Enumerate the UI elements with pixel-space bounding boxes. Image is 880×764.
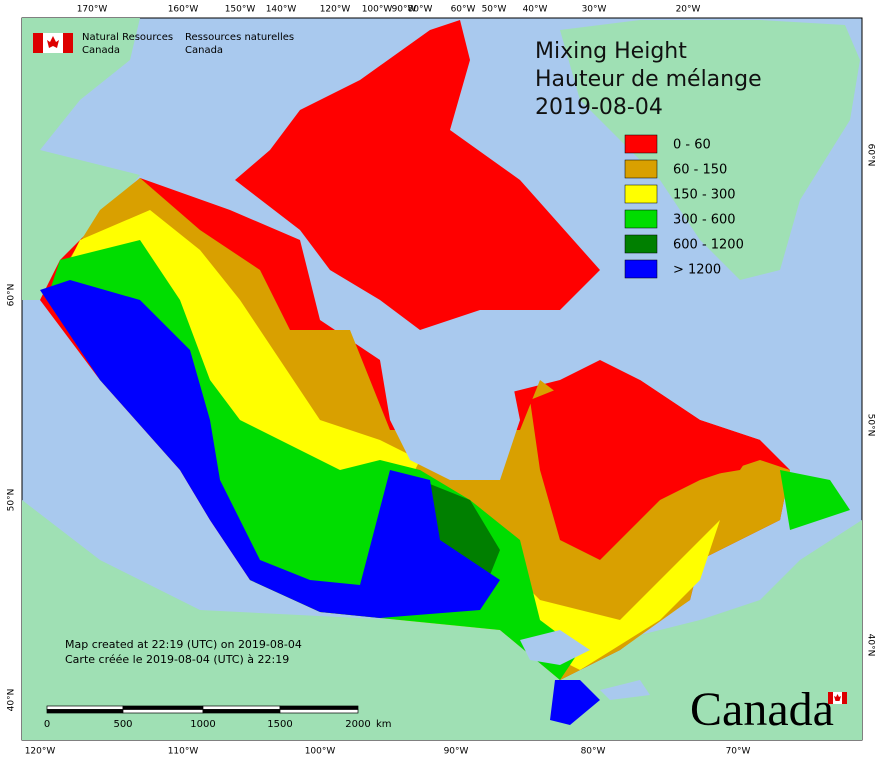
lat-label: 60°N bbox=[866, 144, 876, 167]
hudson-bay bbox=[380, 330, 520, 480]
scale-label: 0 bbox=[44, 719, 50, 730]
legend-swatch bbox=[624, 209, 658, 229]
legend-swatch bbox=[624, 184, 658, 204]
great-lakes bbox=[520, 630, 650, 700]
lon-label: 90°W bbox=[444, 747, 469, 757]
wordmark: Canada bbox=[690, 683, 834, 736]
agency-fr: Ressources naturelles bbox=[185, 32, 294, 43]
lon-label: 50°W bbox=[482, 5, 507, 15]
legend-label: 60 - 150 bbox=[673, 163, 727, 178]
lon-label: 100°W bbox=[362, 5, 393, 15]
lon-label: 150°W bbox=[225, 5, 256, 15]
lon-label: 120°W bbox=[320, 5, 351, 15]
zone bbox=[780, 470, 850, 530]
lon-label: 70°W bbox=[726, 747, 751, 757]
lon-label: 160°W bbox=[168, 5, 199, 15]
lon-label: 60°W bbox=[451, 5, 476, 15]
lon-label: 20°W bbox=[676, 5, 701, 15]
agency-fr: Canada bbox=[185, 45, 223, 56]
lat-label: 60°N bbox=[7, 284, 17, 307]
legend-label: 150 - 300 bbox=[673, 188, 736, 203]
zone bbox=[40, 280, 500, 618]
scale-unit: km bbox=[376, 719, 392, 730]
lon-label: 110°W bbox=[168, 747, 199, 757]
usa bbox=[22, 500, 862, 740]
zone bbox=[550, 680, 600, 725]
scale-seg bbox=[122, 709, 204, 714]
zone bbox=[235, 20, 600, 330]
scale-seg bbox=[46, 705, 124, 710]
legend-swatch bbox=[624, 134, 658, 154]
legend-swatch bbox=[624, 259, 658, 279]
legend-label: 600 - 1200 bbox=[673, 238, 744, 253]
lon-label: 40°W bbox=[523, 5, 548, 15]
agency-en: Natural Resources bbox=[82, 32, 173, 43]
zone bbox=[55, 210, 720, 670]
lon-label: 30°W bbox=[582, 5, 607, 15]
credit: Map created at 22:19 (UTC) on 2019-08-04 bbox=[65, 638, 302, 651]
scale-seg bbox=[202, 705, 281, 710]
land bbox=[22, 18, 862, 740]
lon-label: 80°W bbox=[581, 747, 606, 757]
mixing-zones bbox=[40, 20, 850, 725]
legend-label: 300 - 600 bbox=[673, 213, 736, 228]
scale-seg bbox=[202, 709, 281, 714]
legend-label: 0 - 60 bbox=[673, 138, 711, 153]
lon-label: 170°W bbox=[77, 5, 108, 15]
lat-label: 50°N bbox=[7, 489, 17, 512]
lat-label: 40°N bbox=[7, 689, 17, 712]
scale-seg bbox=[279, 709, 359, 714]
lon-label: 80°W bbox=[408, 5, 433, 15]
greenland bbox=[560, 20, 860, 280]
scale-label: 2000 bbox=[345, 719, 370, 730]
legend-label: > 1200 bbox=[673, 263, 721, 278]
lon-label: 140°W bbox=[266, 5, 297, 15]
lat-label: 40°N bbox=[866, 634, 876, 657]
scale-label: 1500 bbox=[267, 719, 292, 730]
agency-en: Canada bbox=[82, 45, 120, 56]
title-line: Mixing Height bbox=[535, 39, 687, 64]
alaska bbox=[22, 18, 140, 300]
lon-label: 120°W bbox=[25, 747, 56, 757]
title-line: 2019-08-04 bbox=[535, 95, 663, 120]
scale-label: 1000 bbox=[190, 719, 215, 730]
scale-label: 500 bbox=[113, 719, 132, 730]
zone bbox=[530, 380, 760, 560]
scale-seg bbox=[122, 705, 204, 710]
title-line: Hauteur de mélange bbox=[535, 67, 762, 92]
legend-swatch bbox=[624, 234, 658, 254]
credit: Carte créée le 2019-08-04 (UTC) à 22:19 bbox=[65, 653, 289, 666]
scale-seg bbox=[279, 705, 359, 710]
legend-swatch bbox=[624, 159, 658, 179]
lat-label: 50°N bbox=[866, 414, 876, 437]
lon-label: 100°W bbox=[305, 747, 336, 757]
scale-seg bbox=[46, 709, 124, 714]
lon-label: 90°W bbox=[392, 5, 417, 15]
wordmark-flag bbox=[828, 692, 847, 704]
nrcan-logo bbox=[33, 33, 73, 53]
